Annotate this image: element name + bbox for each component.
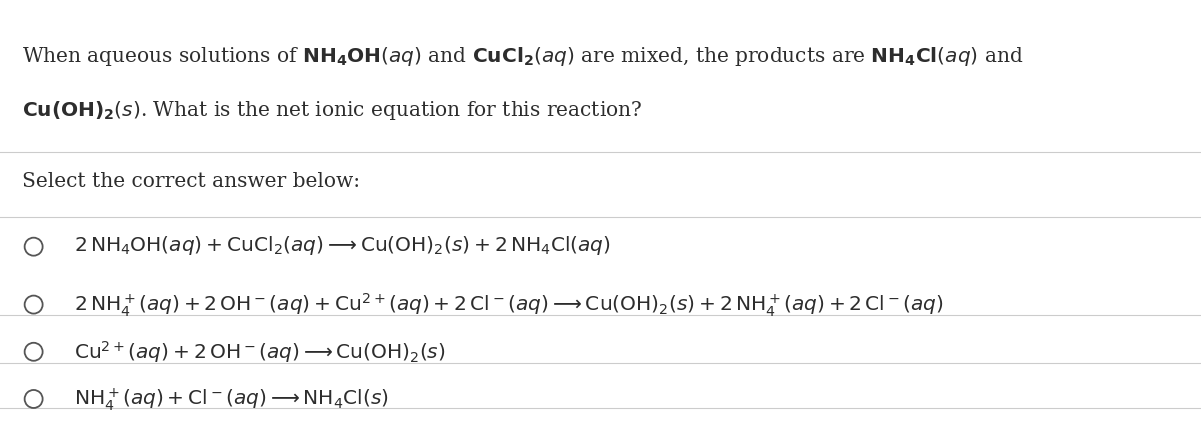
Text: $\mathrm{Cu^{2+}}(aq) + 2\,\mathrm{OH^-}(aq) \longrightarrow \mathrm{Cu(OH)_2}(s: $\mathrm{Cu^{2+}}(aq) + 2\,\mathrm{OH^-}… bbox=[74, 339, 446, 365]
Text: $\mathrm{NH_4^+}(aq) + \mathrm{Cl^-}(aq) \longrightarrow \mathrm{NH_4Cl}(s)$: $\mathrm{NH_4^+}(aq) + \mathrm{Cl^-}(aq)… bbox=[74, 386, 389, 413]
Text: When aqueous solutions of $\mathbf{NH_4OH}$$(aq)$ and $\mathbf{CuCl_2}$$(aq)$ ar: When aqueous solutions of $\mathbf{NH_4O… bbox=[22, 45, 1023, 68]
Text: $2\,\mathrm{NH_4^+}(aq) + 2\,\mathrm{OH^-}(aq) + \mathrm{Cu^{2+}}(aq) + 2\,\math: $2\,\mathrm{NH_4^+}(aq) + 2\,\mathrm{OH^… bbox=[74, 292, 944, 319]
Text: $\mathbf{Cu(OH)_2}$$(s)$. What is the net ionic equation for this reaction?: $\mathbf{Cu(OH)_2}$$(s)$. What is the ne… bbox=[22, 99, 641, 122]
Text: Select the correct answer below:: Select the correct answer below: bbox=[22, 172, 360, 190]
Text: $2\,\mathrm{NH_4OH}(aq) + \mathrm{CuCl_2}(aq) \longrightarrow \mathrm{Cu(OH)_2}(: $2\,\mathrm{NH_4OH}(aq) + \mathrm{CuCl_2… bbox=[74, 234, 611, 257]
